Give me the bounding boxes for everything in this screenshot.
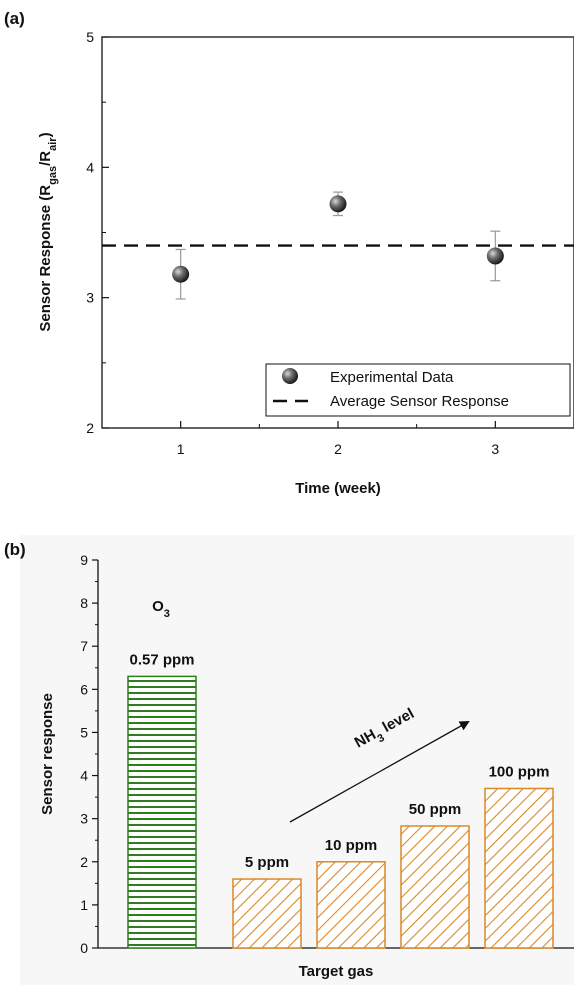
panel-a-points bbox=[172, 191, 504, 300]
y-tick-label: 9 bbox=[80, 552, 88, 568]
y-tick-label: 4 bbox=[80, 768, 88, 784]
bar-value-label: 0.57 ppm bbox=[129, 651, 194, 668]
bar bbox=[232, 878, 302, 949]
y-tick-label: 2 bbox=[86, 420, 94, 436]
bar-value-label: 100 ppm bbox=[489, 763, 550, 780]
legend-label-average: Average Sensor Response bbox=[330, 393, 509, 410]
x-tick-label: 1 bbox=[177, 441, 185, 457]
panel-a: (a) 2 3 4 5 1 2 3 Time (week) Sensor Response… bbox=[4, 9, 574, 497]
data-point bbox=[329, 195, 347, 213]
panel-b-bars: 0.57 ppm 5 ppm 10 ppm 50 ppm 100 ppm bbox=[127, 651, 554, 949]
y-tick-label: 8 bbox=[80, 595, 88, 611]
bar-value-label: 50 ppm bbox=[409, 801, 462, 818]
y-tick-label: 3 bbox=[80, 811, 88, 827]
y-tick-label: 5 bbox=[80, 724, 88, 740]
y-tick-label: 5 bbox=[86, 29, 94, 45]
panel-b-y-axis-title: Sensor response bbox=[39, 693, 56, 815]
y-tick-label: 4 bbox=[86, 159, 94, 175]
y-tick-label: 7 bbox=[80, 638, 88, 654]
y-tick-label: 2 bbox=[80, 854, 88, 870]
panel-b: (b) 0 1 2 3 4 5 6 7 8 9 0.57 ppm 5 ppm 10 ppm 50 ppm… bbox=[4, 535, 574, 985]
panel-a-x-ticks: 1 2 3 bbox=[101, 421, 574, 457]
panel-a-x-axis-title: Time (week) bbox=[295, 480, 381, 497]
panel-b-label: (b) bbox=[4, 540, 26, 559]
y-tick-label: 6 bbox=[80, 681, 88, 697]
y-tick-label: 3 bbox=[86, 290, 94, 306]
panel-a-y-ticks: 2 3 4 5 bbox=[86, 29, 109, 436]
data-point bbox=[172, 265, 190, 283]
legend-marker-experimental bbox=[282, 368, 298, 384]
panel-a-label: (a) bbox=[4, 9, 25, 28]
x-tick-label: 3 bbox=[491, 441, 499, 457]
bar bbox=[484, 787, 554, 949]
panel-a-y-axis-title: Sensor Response (Rgas/Rair) bbox=[37, 132, 59, 331]
bar-value-label: 5 ppm bbox=[245, 854, 289, 871]
x-tick-label: 2 bbox=[334, 441, 342, 457]
y-tick-label: 1 bbox=[80, 897, 88, 913]
nh3-trend-arrow bbox=[289, 721, 470, 823]
panel-b-x-axis-title: Target gas bbox=[299, 963, 374, 980]
legend-label-experimental: Experimental Data bbox=[330, 369, 454, 386]
data-point bbox=[486, 247, 504, 265]
bar-gas-label-ozone: O3 bbox=[152, 598, 170, 620]
bar bbox=[400, 825, 470, 949]
y-tick-label: 0 bbox=[80, 940, 88, 956]
panel-a-legend: Experimental Data Average Sensor Respons… bbox=[265, 363, 571, 417]
bar-value-label: 10 ppm bbox=[325, 837, 378, 854]
panel-b-y-ticks: 0 1 2 3 4 5 6 7 8 9 bbox=[80, 552, 98, 956]
bar bbox=[316, 861, 386, 949]
bar bbox=[127, 675, 197, 949]
